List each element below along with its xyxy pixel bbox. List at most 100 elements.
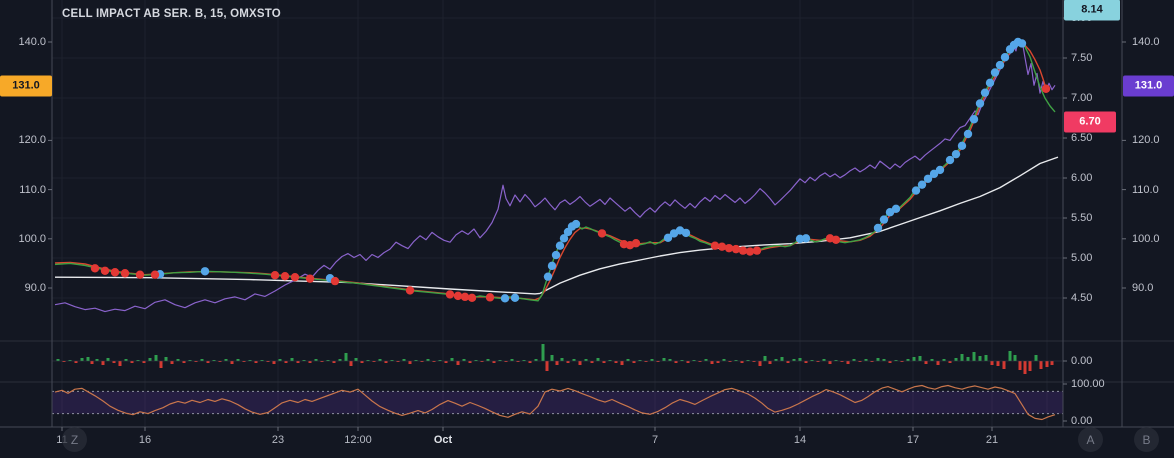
time-tick-label: 17 bbox=[906, 434, 920, 446]
sell-marker bbox=[100, 266, 110, 275]
sell-marker bbox=[453, 291, 463, 301]
sell-marker bbox=[745, 247, 755, 256]
axis-tick-label: 4.50 bbox=[1071, 292, 1093, 304]
volume-bar-up bbox=[450, 358, 454, 361]
volume-bar-down bbox=[320, 361, 324, 362]
volume-bar-up bbox=[704, 359, 708, 361]
volume-bar-down bbox=[804, 361, 808, 363]
volume-bar-down bbox=[716, 361, 720, 363]
volume-bar-up bbox=[1008, 351, 1012, 361]
volume-bar-up bbox=[344, 353, 348, 361]
sell-marker bbox=[290, 272, 300, 282]
volume-bar-down bbox=[870, 361, 874, 362]
volume-bar-down bbox=[142, 361, 146, 363]
buy-marker bbox=[980, 88, 990, 97]
volume-bar-down bbox=[456, 361, 460, 365]
axis-tick-label: 100.0 bbox=[18, 232, 46, 245]
volume-bar-up bbox=[95, 359, 99, 361]
volume-bar-down bbox=[566, 361, 570, 363]
price-line bbox=[54, 40, 1056, 302]
button-a[interactable]: A bbox=[1078, 427, 1103, 452]
volume-bar-down bbox=[242, 361, 246, 362]
axis-tick-label: 0.00 bbox=[1071, 355, 1093, 367]
volume-bar-down bbox=[396, 361, 400, 362]
volume-bar-down bbox=[420, 361, 424, 362]
volume-bar-up bbox=[176, 359, 180, 361]
volume-bar-up bbox=[1013, 355, 1017, 361]
volume-bar-down bbox=[206, 361, 210, 363]
symbol-title[interactable]: CELL IMPACT AB SER. B, 15, OMXSTO bbox=[62, 8, 281, 20]
volume-bar-down bbox=[1023, 361, 1027, 374]
buy-marker bbox=[559, 234, 569, 243]
sell-marker bbox=[90, 264, 100, 273]
volume-bar-up bbox=[972, 352, 976, 361]
sell-marker bbox=[710, 241, 720, 250]
last-price-label-pink: 6.70 bbox=[1064, 111, 1116, 133]
volume-bar-up bbox=[894, 360, 898, 361]
buy-marker bbox=[510, 293, 520, 303]
sell-marker bbox=[110, 268, 120, 277]
volume-bar-down bbox=[266, 361, 270, 362]
zoom-out-button[interactable]: Z bbox=[62, 427, 87, 452]
volume-bar-up bbox=[680, 360, 684, 361]
volume-bar-up bbox=[106, 358, 110, 361]
sell-marker bbox=[330, 276, 340, 286]
volume-bar-up bbox=[912, 357, 916, 361]
volume-bar-up bbox=[534, 359, 538, 361]
buy-marker bbox=[1000, 53, 1010, 62]
volume-bar-up bbox=[278, 359, 282, 361]
buy-marker bbox=[551, 250, 561, 260]
volume-bar-up bbox=[978, 356, 982, 361]
volume-bar-down bbox=[296, 361, 300, 363]
volume-bar-up bbox=[136, 360, 140, 361]
volume-bar-down bbox=[492, 361, 496, 363]
volume-bar-down bbox=[620, 361, 624, 365]
buy-marker bbox=[547, 261, 557, 271]
volume-bar-up bbox=[608, 360, 612, 361]
volume-bar-up bbox=[918, 356, 922, 361]
volume-bar-up bbox=[474, 360, 478, 361]
axis-tick-label: 90.0 bbox=[24, 282, 46, 294]
volume-bar-up bbox=[930, 359, 934, 361]
volume-bar-up bbox=[834, 360, 838, 361]
sell-marker bbox=[831, 235, 841, 244]
volume-bar-down bbox=[468, 361, 472, 363]
buy-marker bbox=[923, 174, 933, 183]
volume-bar-up bbox=[966, 357, 970, 361]
axis-tick-label: 6.50 bbox=[1071, 132, 1093, 144]
volume-bar-down bbox=[698, 361, 702, 362]
volume-bar-up bbox=[960, 354, 964, 361]
volume-bar-down bbox=[740, 361, 744, 363]
buy-marker bbox=[571, 219, 581, 229]
volume-bar-up bbox=[541, 344, 545, 361]
volume-bar-up bbox=[668, 359, 672, 361]
volume-bar-up bbox=[164, 357, 168, 361]
volume-bar-down bbox=[1018, 361, 1022, 370]
buy-marker bbox=[995, 60, 1005, 70]
volume-bar-down bbox=[686, 361, 690, 363]
sell-marker bbox=[445, 290, 455, 299]
volume-bar-down bbox=[1050, 361, 1054, 365]
time-tick-label: Oct bbox=[433, 434, 453, 446]
sell-marker bbox=[270, 271, 280, 280]
volume-bar-down bbox=[632, 361, 636, 363]
sell-marker bbox=[305, 274, 315, 283]
volume-bar-down bbox=[1045, 361, 1049, 367]
volume-bar-down bbox=[284, 361, 288, 363]
volume-bar-down bbox=[888, 361, 892, 363]
volume-bar-up bbox=[248, 360, 252, 361]
volume-bar-up bbox=[792, 359, 796, 361]
volume-bar-down bbox=[1039, 361, 1043, 369]
volume-bar-up bbox=[638, 360, 642, 361]
volume-bar-up bbox=[774, 359, 778, 361]
buy-marker bbox=[990, 68, 1000, 77]
volume-bar-down bbox=[786, 361, 790, 363]
time-tick-label: 21 bbox=[985, 434, 999, 446]
volume-bar-down bbox=[118, 361, 122, 366]
sell-marker bbox=[280, 271, 290, 281]
buy-marker bbox=[917, 180, 927, 189]
button-b[interactable]: B bbox=[1134, 427, 1159, 452]
axis-tick-label: 5.50 bbox=[1071, 212, 1093, 224]
